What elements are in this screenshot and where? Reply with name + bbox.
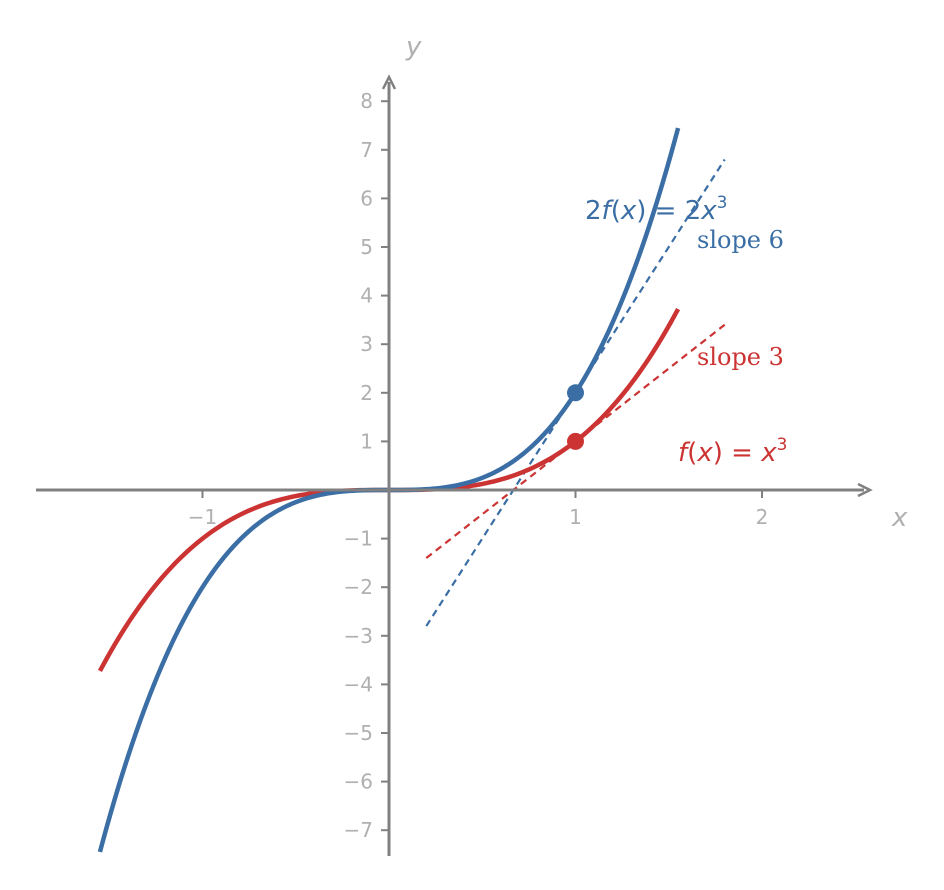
y-tick-label: −7 <box>344 818 373 842</box>
ticks: −1 1 2 −7 −6 −5 −4 −3 −2 −1 1 2 3 4 5 6 7 8 <box>188 89 769 842</box>
x-tick-label: −1 <box>188 505 217 529</box>
slope-label-6: slope 6 <box>697 226 784 254</box>
y-tick-label: −4 <box>344 672 373 696</box>
x-axis-arrow-icon <box>857 482 873 498</box>
highlight-points <box>567 384 584 450</box>
x-tick-label: 1 <box>569 505 582 529</box>
y-tick-label: −6 <box>344 770 373 794</box>
y-tick-label: 7 <box>360 138 373 162</box>
point-g <box>567 384 584 402</box>
slope-label-3: slope 3 <box>697 343 784 371</box>
y-tick-label: −3 <box>344 624 373 648</box>
tangent-line-f <box>425 323 726 559</box>
x-axis-label: x <box>891 503 908 533</box>
y-tick-label: 4 <box>360 284 373 308</box>
y-axis-arrow-icon <box>381 74 397 90</box>
curve-label-fx: f(x) = x3 <box>678 435 787 468</box>
y-tick-label: 5 <box>360 235 373 259</box>
y-tick-label: 3 <box>360 332 373 356</box>
y-tick-label: −5 <box>344 721 373 745</box>
x-tick-label: 2 <box>756 505 769 529</box>
y-tick-label: 1 <box>360 429 373 453</box>
y-tick-label: −1 <box>344 527 373 551</box>
y-tick-label: 2 <box>360 381 373 405</box>
point-f <box>567 432 584 450</box>
y-tick-label: 8 <box>360 89 373 113</box>
curve-label-2fx: 2f(x) = 2x3 <box>585 193 728 226</box>
y-tick-label: 6 <box>360 186 373 210</box>
y-tick-label: −2 <box>344 575 373 599</box>
y-axis-label: y <box>405 32 422 62</box>
axes <box>36 74 873 856</box>
